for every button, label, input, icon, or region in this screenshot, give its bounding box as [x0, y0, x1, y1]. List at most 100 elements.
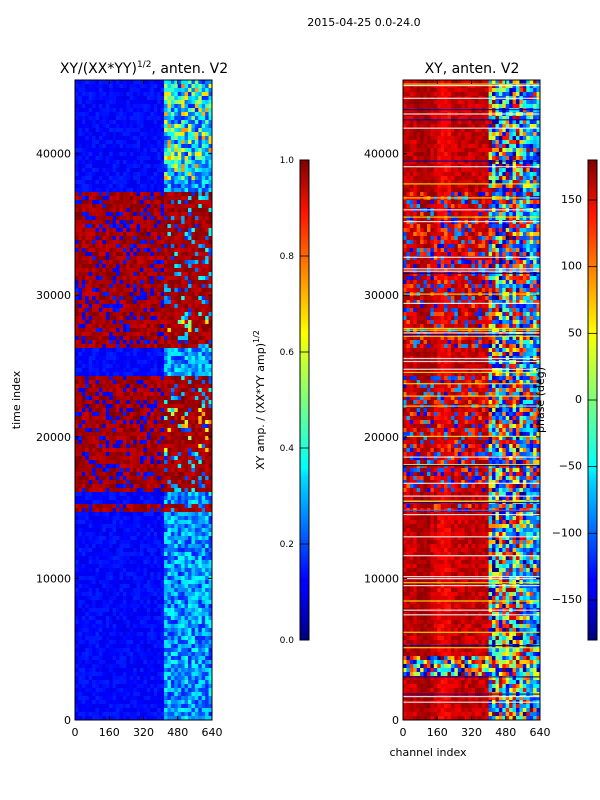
amp-heatmap-cell [157, 412, 161, 417]
amp-heatmap-cell [143, 380, 148, 385]
amp-heatmap-cell [205, 200, 209, 205]
amp-heatmap-cell [181, 544, 185, 549]
amp-heatmap-cell [160, 452, 165, 457]
amp-heatmap-cell [88, 472, 93, 477]
amp-heatmap-cell [167, 116, 172, 121]
amp-heatmap-cell [198, 296, 203, 301]
amp-heatmap-cell [140, 200, 144, 205]
amp-heatmap-cell [167, 80, 172, 85]
amp-heatmap-cell [140, 132, 144, 137]
amp-heatmap-cell [146, 140, 151, 145]
amp-heatmap-cell [150, 360, 155, 365]
amp-heatmap-cell [153, 236, 158, 241]
amp-heatmap-cell [122, 424, 127, 429]
amp-heatmap-cell [119, 416, 124, 421]
amp-heatmap-cell [164, 268, 168, 273]
amp-heatmap-cell [191, 332, 196, 337]
amp-heatmap-cell [157, 456, 161, 461]
amp-heatmap-cell [126, 364, 131, 369]
amp-heatmap-cell [174, 488, 179, 493]
amp-heatmap-cell [201, 464, 206, 469]
amp-heatmap-cell [136, 536, 141, 541]
amp-heatmap-cell [143, 420, 148, 425]
amp-heatmap-cell [122, 304, 127, 309]
amp-heatmap-cell [98, 560, 103, 565]
amp-heatmap-cell [109, 464, 113, 469]
amp-heatmap-cell [188, 192, 192, 197]
amp-heatmap-cell [78, 116, 83, 121]
amp-heatmap-cell [150, 420, 155, 425]
amp-heatmap-cell [95, 536, 100, 541]
amp-heatmap-cell [112, 188, 117, 193]
amp-heatmap-cell [150, 256, 155, 261]
amp-heatmap-cell [116, 404, 120, 409]
amp-heatmap-cell [188, 224, 192, 229]
amp-heatmap-cell [164, 420, 168, 425]
amp-heatmap-cell [191, 144, 196, 149]
amp-heatmap-cell [102, 192, 107, 197]
amp-heatmap-cell [126, 352, 131, 357]
amp-heatmap-cell [119, 420, 124, 425]
amp-heatmap-cell [95, 360, 100, 365]
amp-heatmap-cell [81, 296, 86, 301]
amp-heatmap-cell [164, 224, 168, 229]
amp-heatmap-cell [208, 132, 213, 137]
amp-heatmap-cell [160, 564, 165, 569]
amp-heatmap-cell [170, 136, 175, 141]
amp-heatmap-cell [126, 300, 131, 305]
amp-heatmap-cell [109, 336, 113, 341]
amp-heatmap-cell [85, 268, 89, 273]
amp-heatmap-cell [208, 312, 213, 317]
amp-heatmap-cell [129, 240, 134, 245]
amp-heatmap-cell [194, 156, 199, 161]
amp-heatmap-cell [184, 460, 189, 465]
amp-heatmap-cell [129, 556, 134, 561]
amp-heatmap-cell [95, 224, 100, 229]
amp-heatmap-cell [98, 416, 103, 421]
amp-heatmap-cell [174, 152, 179, 157]
amp-heatmap-cell [146, 420, 151, 425]
amp-heatmap-cell [109, 568, 113, 573]
amp-heatmap-cell [119, 548, 124, 553]
amp-heatmap-cell [129, 568, 134, 573]
amp-heatmap-cell [109, 392, 113, 397]
amp-heatmap-cell [92, 328, 96, 333]
amp-heatmap-cell [153, 200, 158, 205]
amp-heatmap-cell [143, 172, 148, 177]
amp-heatmap-cell [143, 196, 148, 201]
amp-heatmap-cell [198, 468, 203, 473]
amp-heatmap-cell [85, 160, 89, 165]
amp-heatmap-cell [164, 572, 168, 577]
amp-heatmap-cell [198, 428, 203, 433]
amp-heatmap-cell [170, 156, 175, 161]
amp-heatmap-cell [92, 500, 96, 505]
amp-heatmap-cell [122, 528, 127, 533]
amp-heatmap-cell [88, 164, 93, 169]
amp-heatmap-cell [153, 492, 158, 497]
amp-heatmap-cell [188, 164, 192, 169]
amp-heatmap-cell [201, 508, 206, 513]
amp-heatmap-cell [129, 84, 134, 89]
amp-heatmap-cell [78, 224, 83, 229]
amp-heatmap-cell [116, 396, 120, 401]
amp-heatmap-cell [164, 160, 168, 165]
amp-heatmap-cell [150, 432, 155, 437]
amp-heatmap-cell [88, 392, 93, 397]
amp-heatmap-cell [160, 496, 165, 501]
amp-heatmap-cell [129, 332, 134, 337]
amp-heatmap-cell [177, 264, 182, 269]
amp-heatmap-cell [174, 288, 179, 293]
amp-heatmap-cell [112, 124, 117, 129]
amp-heatmap-cell [81, 308, 86, 313]
amp-heatmap-cell [78, 548, 83, 553]
amp-heatmap-cell [116, 100, 120, 105]
amp-heatmap-cell [191, 188, 196, 193]
amp-heatmap-cell [143, 332, 148, 337]
amp-heatmap-cell [136, 576, 141, 581]
amp-heatmap-cell [85, 492, 89, 497]
amp-heatmap-cell [201, 424, 206, 429]
amp-heatmap-cell [133, 308, 137, 313]
amp-heatmap-cell [122, 296, 127, 301]
amp-heatmap-cell [105, 128, 110, 133]
amp-heatmap-cell [133, 568, 137, 573]
